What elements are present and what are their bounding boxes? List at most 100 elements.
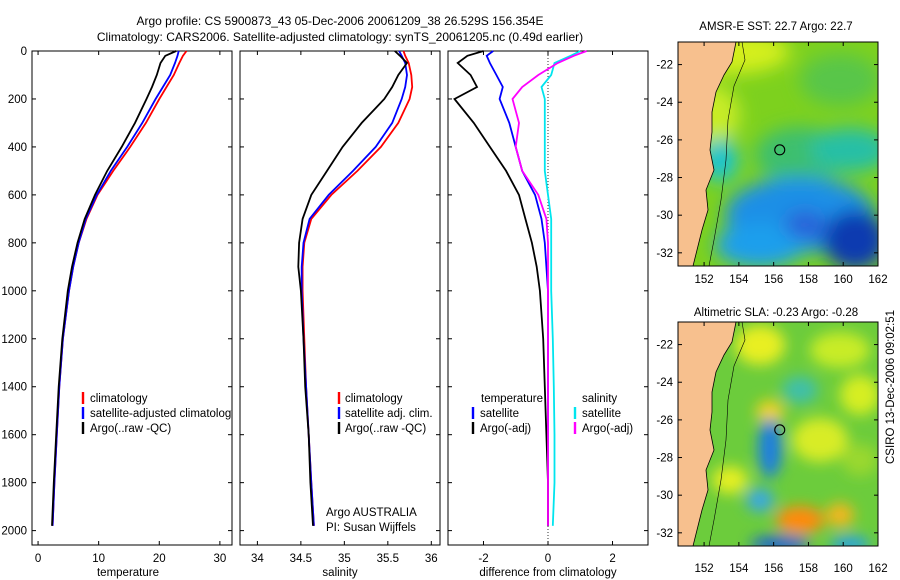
legend-title-salinity: salinity: [582, 393, 617, 405]
figure-title-line2: Climatology: CARS2006. Satellite-adjuste…: [97, 30, 583, 44]
lat-tick: -26: [656, 135, 673, 147]
x-axis-label: salinity: [322, 567, 357, 579]
series-line-argo: [297, 50, 409, 526]
depth-axis: 0 200 400 600 800 1000 1200 1400 1600 18…: [1, 46, 27, 538]
temperature-panel: 0 10 20 30 temperature climatology satel…: [35, 50, 237, 579]
series-line-temp-argo: [453, 50, 549, 526]
lon-tick: 154: [729, 274, 749, 286]
legend-label: climatology: [345, 393, 403, 405]
legend-label: Argo(-adj): [480, 423, 531, 435]
x-tick-label: 35: [338, 553, 351, 565]
legend-label: Argo(..raw -QC): [345, 423, 426, 435]
series-line-sal-argo: [511, 50, 588, 526]
salinity-x-ticks: 34 34.5 35 35.5 36: [251, 553, 438, 565]
sla-coast-contour: [708, 322, 746, 546]
sst-coast-contour: [708, 42, 746, 266]
depth-tick: 1200: [1, 334, 27, 346]
sst-argo-marker: [774, 144, 786, 156]
x-tick-label: 20: [153, 553, 166, 565]
figure-title-line1: Argo profile: CS 5900873_43 05-Dec-2006 …: [137, 14, 544, 28]
depth-tick: 600: [8, 190, 27, 202]
depth-tick: 1000: [1, 286, 27, 298]
credit-line2: PI: Susan Wijffels: [326, 522, 416, 534]
x-tick-label: 0: [545, 553, 551, 565]
lat-tick: -24: [656, 97, 673, 109]
depth-tick: 800: [8, 238, 27, 250]
salinity-axes: [239, 50, 441, 546]
x-tick-label: 10: [92, 553, 105, 565]
lon-tick: 158: [799, 274, 818, 286]
x-tick-label: 34.5: [290, 553, 312, 565]
x-tick-label: 0: [35, 553, 41, 565]
x-tick-label: 36: [425, 553, 438, 565]
legend-label: satellite: [582, 408, 621, 420]
sla-field: [678, 322, 878, 546]
sla-land: [678, 322, 737, 546]
salinity-lines: [297, 50, 414, 526]
lon-tick: 154: [729, 563, 749, 575]
x-tick-label: -2: [478, 553, 488, 565]
temperature-legend: climatology satellite-adjusted climatolo…: [81, 392, 237, 435]
lon-tick: 152: [694, 274, 713, 286]
series-line-argo: [51, 50, 177, 526]
lat-tick: -28: [656, 173, 673, 185]
side-stamp: CSIRO 13-Dec-2006 09:02:51: [885, 310, 897, 464]
depth-tick: 2000: [1, 526, 27, 538]
difference-lines: [453, 50, 588, 526]
lon-tick: 160: [834, 563, 853, 575]
lon-tick: 156: [764, 274, 783, 286]
x-tick-label: 30: [213, 553, 226, 565]
legend-label: Argo(-adj): [582, 423, 633, 435]
x-tick-label: 34: [251, 553, 264, 565]
depth-tick: 400: [8, 142, 27, 154]
lat-tick: -32: [656, 248, 673, 260]
difference-panel: -2 0 2 difference from climatology tempe…: [453, 50, 633, 579]
salinity-panel: 34 34.5 35 35.5 36 salinity climatology …: [251, 50, 438, 579]
legend-label: Argo(..raw -QC): [90, 423, 171, 435]
lon-tick: 152: [694, 563, 713, 575]
lat-tick: -28: [656, 453, 673, 465]
difference-x-ticks: -2 0 2: [478, 553, 615, 565]
x-tick-label: 35.5: [377, 553, 399, 565]
depth-tick: 200: [8, 94, 27, 106]
legend-label: satellite: [480, 408, 519, 420]
legend-label-clip: satellite-adjusted climatology: [90, 408, 237, 420]
sla-map-title: Altimetric SLA: -0.23 Argo: -0.28: [694, 307, 858, 319]
sla-map-ticks: 152 154 156 158 160 162 -22 -24 -26 -28 …: [656, 340, 887, 575]
series-line-sal-satellite: [540, 50, 581, 526]
sla-color-blobs: [712, 325, 878, 546]
sla-map: Altimetric SLA: -0.23 Argo: -0.28: [656, 307, 887, 575]
x-axis-label: temperature: [97, 567, 159, 579]
lat-tick: -26: [656, 415, 673, 427]
x-axis-label: difference from climatology: [479, 567, 616, 579]
sla-argo-marker: [774, 424, 786, 436]
lon-tick: 158: [799, 563, 818, 575]
lon-tick: 156: [764, 563, 783, 575]
depth-tick: 1600: [1, 430, 27, 442]
temperature-axes: [31, 50, 233, 546]
sst-color-blobs: [678, 42, 878, 266]
lon-tick: 162: [868, 274, 887, 286]
depth-tick: 0: [21, 46, 27, 58]
sst-map: AMSR-E SST: 22.7 Argo: 22.7 152 154: [656, 21, 887, 286]
x-tick-label: 2: [609, 553, 615, 565]
legend-title-temperature: temperature: [481, 393, 543, 405]
lon-tick: 160: [834, 274, 853, 286]
sst-map-ticks: 152 154 156 158 160 162 -22 -24 -26 -28 …: [656, 60, 887, 286]
lat-tick: -32: [656, 528, 673, 540]
legend-label: satellite-adjusted climatology: [90, 408, 237, 420]
lat-tick: -22: [656, 60, 673, 72]
salinity-legend: climatology satellite adj. clim. Argo(..…: [337, 392, 433, 435]
sla-map-frame: [677, 321, 879, 547]
temperature-x-ticks: 0 10 20 30: [35, 553, 226, 565]
temperature-lines: [51, 50, 188, 526]
legend-label: climatology: [90, 393, 148, 405]
lat-tick: -30: [656, 210, 673, 222]
credit-line1: Argo AUSTRALIA: [326, 507, 417, 519]
lon-tick: 162: [868, 563, 887, 575]
sst-map-frame: [677, 41, 879, 267]
sst-land: [678, 42, 737, 266]
sst-field: [678, 42, 878, 266]
lat-tick: -30: [656, 490, 673, 502]
